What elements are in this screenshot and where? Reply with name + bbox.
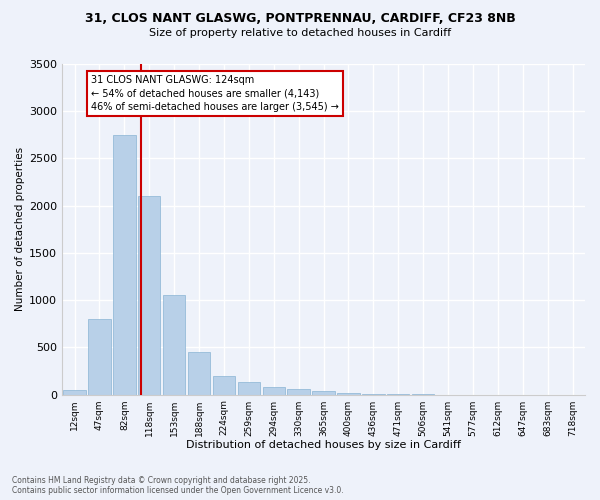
Bar [337, 392, 359, 394]
Bar [138, 196, 160, 394]
Text: 31, CLOS NANT GLASWG, PONTPRENNAU, CARDIFF, CF23 8NB: 31, CLOS NANT GLASWG, PONTPRENNAU, CARDI… [85, 12, 515, 26]
Y-axis label: Number of detached properties: Number of detached properties [15, 147, 25, 312]
Bar [213, 376, 235, 394]
Bar [313, 391, 335, 394]
Text: Contains HM Land Registry data © Crown copyright and database right 2025.
Contai: Contains HM Land Registry data © Crown c… [12, 476, 344, 495]
Bar [188, 352, 210, 395]
Text: 31 CLOS NANT GLASWG: 124sqm
← 54% of detached houses are smaller (4,143)
46% of : 31 CLOS NANT GLASWG: 124sqm ← 54% of det… [91, 76, 338, 112]
Bar [263, 387, 285, 394]
X-axis label: Distribution of detached houses by size in Cardiff: Distribution of detached houses by size … [186, 440, 461, 450]
Bar [88, 319, 111, 394]
Bar [113, 135, 136, 394]
Text: Size of property relative to detached houses in Cardiff: Size of property relative to detached ho… [149, 28, 451, 38]
Bar [287, 389, 310, 394]
Bar [163, 296, 185, 394]
Bar [238, 382, 260, 394]
Bar [64, 390, 86, 394]
